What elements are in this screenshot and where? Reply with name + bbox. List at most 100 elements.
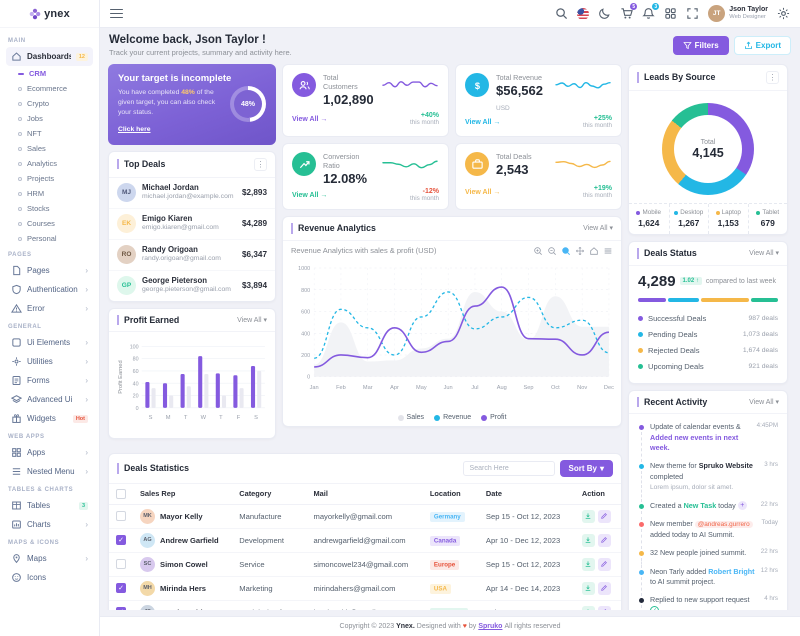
leads-menu-icon[interactable]: ⋮ [766,71,779,84]
top-deals-menu-icon[interactable]: ⋮ [254,157,267,171]
sidebar-item-label: Maps [27,554,47,563]
column-header-sales-rep[interactable]: Sales Rep [133,483,233,505]
sidebar-item-nested-menu[interactable]: Nested Menu › [6,462,93,481]
target-click-here-link[interactable]: Click here [118,125,151,133]
download-button[interactable] [581,509,595,523]
profit-view-all[interactable]: View All ▾ [237,316,267,324]
moon-icon[interactable] [598,7,611,20]
row-checkbox[interactable] [116,511,126,522]
us-flag-icon[interactable] [577,7,590,20]
export-button[interactable]: Export [733,36,791,55]
sidebar-item-charts[interactable]: Charts › [6,515,93,534]
zoom-out-icon[interactable] [547,246,557,256]
sidebar-item-apps[interactable]: Apps › [6,443,93,462]
sidebar-item-icons[interactable]: Icons [6,568,93,587]
sidebar-item-widgets[interactable]: Widgets Hot [6,409,93,428]
sort-by-button[interactable]: Sort By ▾ [559,459,613,477]
edit-button[interactable] [597,605,611,610]
deal-row-michael-jordan[interactable]: MJ Michael Jordan michael.jordan@example… [109,178,275,209]
activity-link[interactable]: New Task [683,500,717,510]
gear-icon[interactable] [777,7,790,20]
download-button[interactable] [581,557,595,571]
deals-status-view-all[interactable]: View All ▾ [749,250,779,258]
sidebar-item-label: Pages [27,266,50,275]
column-header-location[interactable]: Location [422,483,479,505]
sidebar-subitem-projects[interactable]: Projects [6,171,93,186]
activity-link[interactable]: @andreas.gurrero [694,521,753,529]
plus-icon[interactable]: + [737,501,747,511]
edit-button[interactable] [597,557,611,571]
column-header-action[interactable]: Action [574,483,621,505]
sidebar-item-advanced-ui[interactable]: Advanced Ui › [6,390,93,409]
sidebar-item-authentication[interactable]: Authentication › [6,280,93,299]
search-input[interactable] [462,460,555,476]
apps-grid-icon[interactable] [664,7,677,20]
sidebar-item-pages[interactable]: Pages › [6,261,93,280]
download-button[interactable] [581,581,595,595]
sidebar-subitem-crypto[interactable]: Crypto [6,96,93,111]
stat-view-all-link[interactable]: View All → [465,188,501,196]
download-button[interactable] [581,533,595,547]
user-menu[interactable]: JT Json Taylor Web Designer [708,5,768,22]
sidebar-subitem-stocks[interactable]: Stocks [6,201,93,216]
chart-menu-icon[interactable] [603,246,613,256]
sidebar-item-forms[interactable]: Forms › [6,371,93,390]
edit-button[interactable] [597,581,611,595]
deal-row-emigo-kiaren[interactable]: EK Emigo Kiaren emigo.kiaren@gmail.com $… [109,209,275,240]
sidebar-subitem-analytics[interactable]: Analytics [6,156,93,171]
avatar: MH [140,580,155,596]
pan-icon[interactable] [575,246,585,256]
row-checkbox[interactable]: ✓ [116,607,126,610]
sidebar-item-dashboards[interactable]: Dashboards 12 [6,47,93,66]
recent-activity-view-all[interactable]: View All ▾ [749,398,779,406]
column-header-mail[interactable]: Mail [306,483,423,505]
column-header-category[interactable]: Category [232,483,307,505]
sidebar-item-ui-elements[interactable]: Ui Elements › [6,333,93,352]
row-checkbox[interactable]: ✓ [116,535,126,546]
activity-link[interactable]: Robert Bright [708,566,755,576]
row-checkbox[interactable] [116,559,126,570]
sidebar-subitem-crm[interactable]: CRM [6,66,93,81]
deal-row-randy-origoan[interactable]: RO Randy Origoan randy.origoan@gmail.com… [109,240,275,271]
activity-subtext: Lorem ipsum, dolor sit amet. [650,484,734,492]
deal-row-george-pieterson[interactable]: GP George Pieterson george.pieterson@gma… [109,271,275,301]
column-header-date[interactable]: Date [478,483,575,505]
stat-view-all-link[interactable]: View All → [292,192,328,199]
briefcase-icon [465,152,489,176]
activity-link[interactable]: Added new events in next week. [650,432,739,452]
sidebar-subitem-jobs[interactable]: Jobs [6,111,93,126]
stat-view-all-link[interactable]: View All → [292,116,328,123]
hamburger-menu-icon[interactable] [110,6,123,21]
bell-icon[interactable]: 3 [642,3,660,20]
sidebar-subitem-personal[interactable]: Personal [6,231,93,246]
sidebar-subitem-hrm[interactable]: HRM [6,186,93,201]
search-icon[interactable] [555,7,568,20]
sidebar-item-error[interactable]: Error › [6,299,93,318]
selection-zoom-icon[interactable] [561,246,571,256]
stat-change: +19% this month [582,184,612,199]
row-checkbox[interactable]: ✓ [116,583,126,594]
sidebar-subitem-nft[interactable]: NFT [6,126,93,141]
sidebar-item-utilities[interactable]: Utilities › [6,352,93,371]
activity-link[interactable]: Spruko Website [698,461,753,471]
home-reset-icon[interactable] [589,246,599,256]
spruko-link[interactable]: Spruko [478,623,503,630]
cart-icon[interactable]: 5 [620,3,638,20]
stat-view-all-link[interactable]: View All → [465,119,501,126]
filters-button[interactable]: Filters [672,36,729,55]
edit-button[interactable] [597,533,611,547]
select-all-checkbox[interactable] [116,488,126,499]
zoom-in-icon[interactable] [533,246,543,256]
sidebar-subitem-courses[interactable]: Courses [6,216,93,231]
sidebar-subitem-ecommerce[interactable]: Ecommerce [6,81,93,96]
brand-logo[interactable]: ynex [0,0,99,28]
fullscreen-icon[interactable] [686,7,699,20]
sidebar-item-tables[interactable]: Tables 3 [6,496,93,515]
nested-icon [11,466,22,477]
dashboards-submenu: CRM Ecommerce Crypto Jobs NFT Sales Anal… [6,66,93,246]
edit-button[interactable] [597,509,611,523]
download-button[interactable] [581,605,595,610]
sidebar-item-maps[interactable]: Maps › [6,549,93,568]
sidebar-subitem-sales[interactable]: Sales [6,141,93,156]
revenue-view-all[interactable]: View All ▾ [583,225,613,233]
